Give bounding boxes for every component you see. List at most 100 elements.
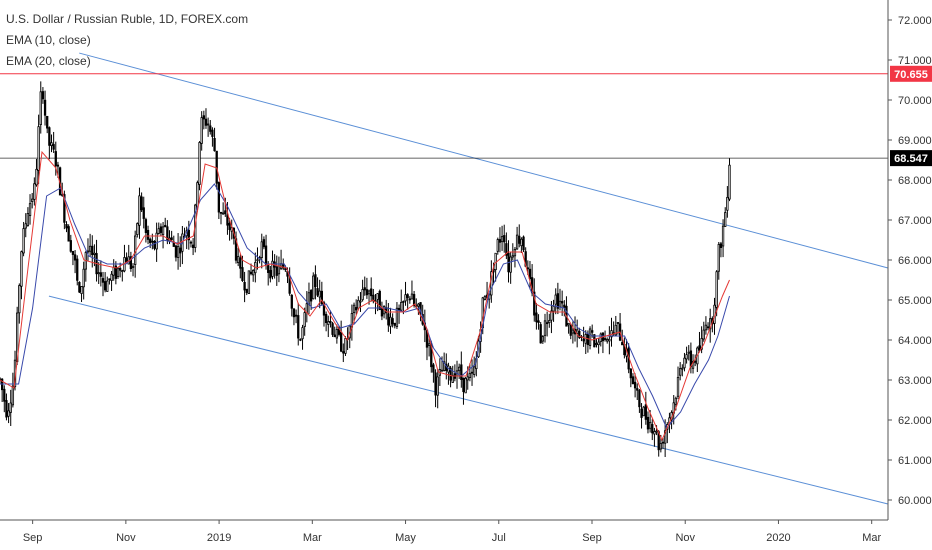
candle-body — [715, 271, 718, 308]
y-tick-label: 69.000 — [898, 135, 932, 147]
candle-body — [700, 338, 703, 350]
candle-body — [63, 194, 66, 223]
candle-body — [277, 265, 281, 275]
candle-body — [370, 288, 373, 297]
candle-body — [239, 257, 242, 269]
candle-body — [470, 371, 474, 374]
candle-body — [391, 318, 394, 325]
candle-body — [380, 307, 384, 317]
candle-body — [48, 127, 51, 146]
candle-body — [402, 300, 405, 303]
candle-body — [114, 265, 118, 279]
candle-body — [513, 248, 517, 257]
candle-body — [533, 291, 536, 316]
candle-body — [151, 240, 154, 243]
candle-body — [112, 267, 115, 276]
candle-body — [591, 330, 594, 333]
y-tick-label: 63.000 — [898, 375, 932, 387]
candle-body — [119, 267, 122, 271]
x-tick-label: Jul — [492, 532, 506, 544]
candle-body — [400, 301, 403, 311]
candle-body — [20, 251, 23, 287]
candle-body — [237, 256, 240, 264]
candle-body — [262, 239, 266, 248]
y-tick-label: 71.000 — [898, 55, 932, 67]
candle-body — [638, 390, 641, 408]
candle-body — [65, 224, 68, 229]
candle-body — [648, 421, 652, 429]
candle-body — [196, 182, 199, 208]
candle-body — [571, 329, 575, 334]
candle-body — [724, 212, 727, 227]
candle-body — [219, 211, 223, 214]
candle-body — [322, 302, 326, 316]
candle-body — [434, 372, 437, 396]
candle-body — [136, 223, 139, 235]
candle-body — [365, 289, 369, 296]
candle-body — [548, 320, 551, 324]
candle-body — [202, 115, 205, 120]
candle-body — [294, 314, 298, 317]
legend-ema10[interactable]: EMA (10, close) — [6, 33, 91, 47]
candle-body — [458, 366, 461, 372]
candle-body — [245, 288, 248, 293]
candle-body — [43, 99, 47, 116]
candle-body — [432, 364, 435, 373]
candle-body — [563, 304, 566, 308]
candle-body — [442, 361, 446, 371]
channel-lower-line — [48, 295, 889, 505]
candle-body — [644, 404, 647, 420]
candle-body — [211, 129, 214, 137]
candle-body — [191, 244, 195, 248]
candle-body — [26, 213, 30, 226]
candle-body — [164, 224, 167, 228]
candle-body — [31, 198, 34, 202]
candle-body — [303, 312, 306, 327]
candle-body — [204, 118, 208, 126]
candle-body — [159, 226, 163, 233]
legend-symbol[interactable]: U.S. Dollar / Russian Ruble, 1D, FOREX.c… — [6, 12, 249, 26]
candle-body — [554, 294, 557, 305]
candle-body — [76, 258, 79, 281]
candle-body — [685, 354, 688, 360]
candle-body — [361, 289, 364, 301]
candle-body — [78, 281, 81, 293]
candle-body — [101, 278, 105, 283]
y-tick-label: 72.000 — [898, 15, 932, 27]
candle-body — [473, 366, 476, 375]
candle-body — [249, 271, 253, 275]
candle-body — [520, 238, 523, 247]
candle-body — [363, 287, 366, 291]
candle-body — [9, 402, 12, 413]
candle-body — [702, 329, 705, 340]
candle-body — [215, 150, 218, 184]
candle-body — [676, 377, 680, 397]
candle-body — [468, 373, 472, 379]
candle-body — [179, 247, 182, 254]
x-tick-label: Nov — [116, 532, 136, 544]
y-tick-label: 60.000 — [898, 495, 932, 507]
chart-lines-layer — [0, 52, 889, 505]
candle-body — [142, 207, 145, 219]
candle-body — [359, 300, 362, 303]
candle-body — [681, 367, 684, 370]
candle-body — [56, 164, 60, 167]
candle-body — [331, 323, 334, 335]
candle-body — [655, 430, 658, 433]
candle-body — [335, 329, 339, 339]
candles-layer — [0, 81, 731, 457]
candle-body — [329, 320, 332, 323]
candle-body — [241, 267, 244, 282]
legend-ema20[interactable]: EMA (20, close) — [6, 54, 91, 68]
candle-body — [462, 377, 465, 393]
candle-body — [24, 223, 27, 229]
candle-body — [67, 226, 70, 242]
candle-body — [309, 290, 313, 302]
candle-body — [646, 416, 650, 430]
candle-body — [103, 281, 107, 291]
candle-body — [149, 238, 152, 244]
candle-body — [721, 225, 725, 247]
candle-body — [206, 123, 210, 126]
candle-body — [116, 267, 120, 277]
